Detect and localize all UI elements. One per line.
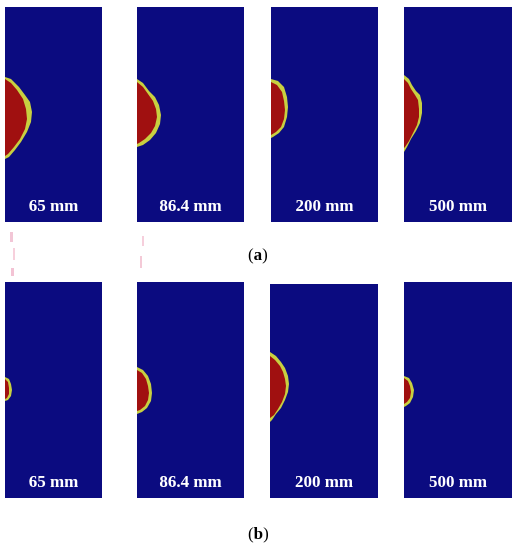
artifact-speck bbox=[13, 248, 15, 260]
panel-label: 500 mm bbox=[428, 472, 488, 491]
artifact-speck bbox=[11, 268, 14, 276]
damage-zone-shape bbox=[404, 75, 422, 152]
panel-label: 65 mm bbox=[28, 472, 79, 491]
damage-zone-shape bbox=[271, 79, 288, 138]
panel-b-86-4mm: 86.4 mm bbox=[137, 282, 244, 498]
damage-zone-shape bbox=[404, 376, 414, 407]
artifact-speck bbox=[142, 236, 144, 246]
panel-a-86-4mm: 86.4 mm bbox=[137, 7, 244, 222]
panel-b-200mm: 200 mm bbox=[270, 284, 378, 498]
panel-a-200mm: 200 mm bbox=[271, 7, 378, 222]
damage-zone-shape bbox=[5, 377, 12, 401]
damage-zone-shape bbox=[270, 352, 289, 422]
damage-zone-shape bbox=[137, 79, 161, 147]
panel-b-500mm: 500 mm bbox=[404, 282, 512, 498]
panel-label: 86.4 mm bbox=[159, 472, 222, 491]
panel-b-65mm: 65 mm bbox=[5, 282, 102, 498]
panel-label: 65 mm bbox=[28, 196, 79, 215]
artifact-speck bbox=[140, 256, 142, 268]
panel-label: 200 mm bbox=[295, 196, 354, 215]
damage-zone-shape bbox=[137, 367, 152, 414]
panel-label: 200 mm bbox=[294, 472, 354, 491]
caption-a: (a) bbox=[248, 245, 268, 264]
artifact-speck bbox=[10, 232, 13, 242]
panel-label: 86.4 mm bbox=[159, 196, 222, 215]
panel-a-500mm: 500 mm bbox=[404, 7, 512, 222]
panel-label: 500 mm bbox=[428, 196, 488, 215]
panel-a-65mm: 65 mm bbox=[5, 7, 102, 222]
damage-zone-shape bbox=[5, 77, 32, 159]
caption-b: (b) bbox=[248, 524, 269, 543]
